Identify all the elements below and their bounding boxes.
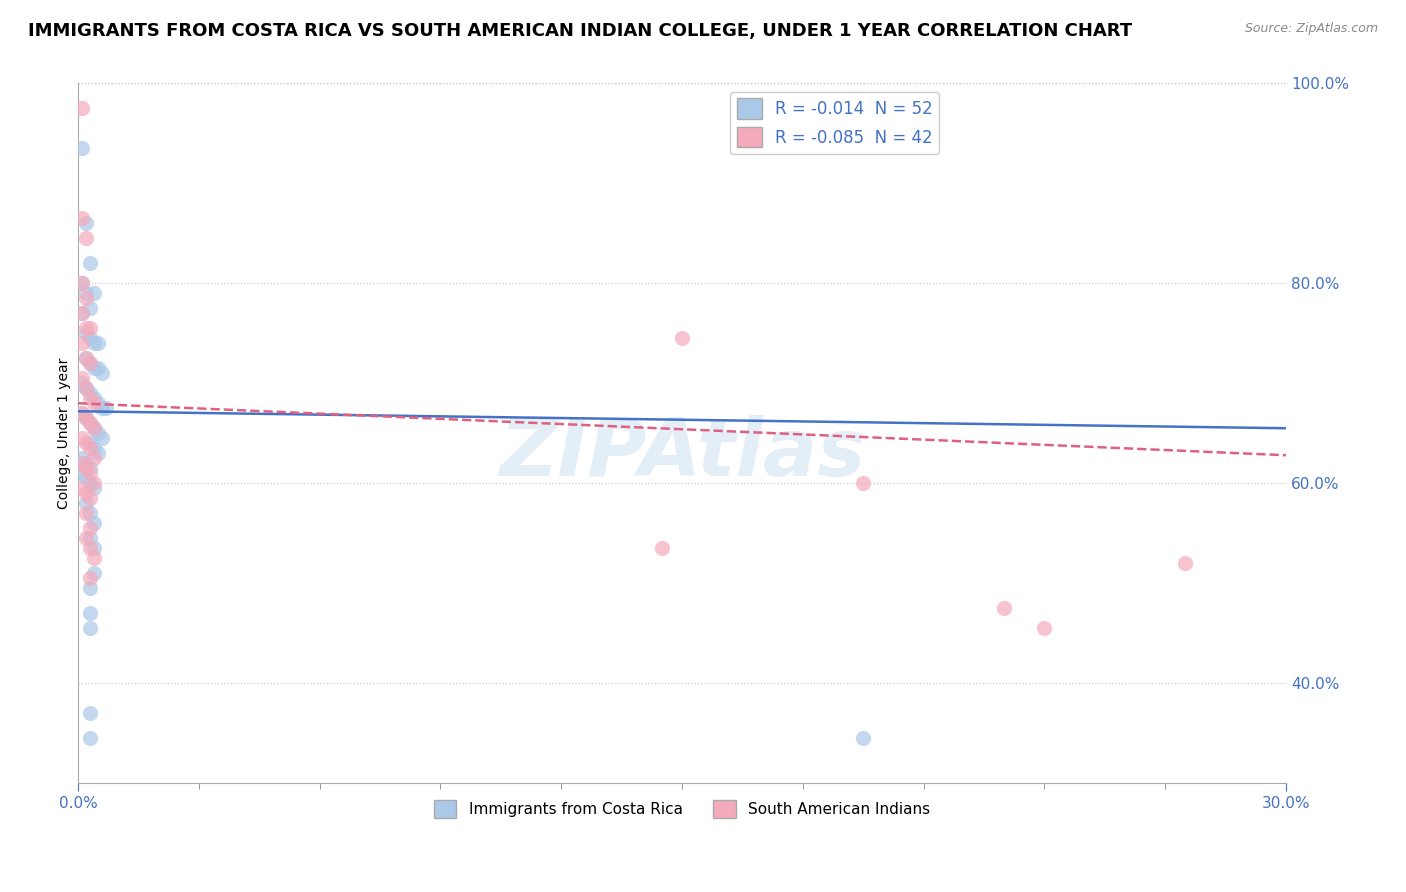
- Text: Source: ZipAtlas.com: Source: ZipAtlas.com: [1244, 22, 1378, 36]
- Point: [75, 461, 97, 475]
- Point: [75, 436, 97, 450]
- Point: [79, 706, 101, 720]
- Legend: Immigrants from Costa Rica, South American Indians: Immigrants from Costa Rica, South Americ…: [427, 794, 936, 824]
- Point: [79, 461, 101, 475]
- Point: [75, 531, 97, 545]
- Point: [75, 411, 97, 425]
- Point: [79, 606, 101, 620]
- Point: [79, 541, 101, 556]
- Point: [87, 426, 110, 441]
- Point: [79, 356, 101, 370]
- Point: [79, 521, 101, 535]
- Point: [75, 381, 97, 395]
- Y-axis label: College, Under 1 year: College, Under 1 year: [58, 358, 72, 509]
- Point: [75, 351, 97, 366]
- Point: [75, 381, 97, 395]
- Point: [75, 471, 97, 485]
- Point: [79, 331, 101, 345]
- Point: [79, 506, 101, 520]
- Point: [75, 286, 97, 301]
- Point: [75, 321, 97, 335]
- Point: [75, 326, 97, 341]
- Point: [83, 442, 105, 456]
- Point: [91, 431, 114, 445]
- Point: [70, 306, 93, 320]
- Point: [70, 102, 93, 116]
- Point: [83, 396, 105, 410]
- Point: [79, 391, 101, 405]
- Point: [70, 467, 93, 481]
- Point: [79, 531, 101, 545]
- Point: [993, 601, 1015, 615]
- Point: [70, 371, 93, 385]
- Point: [70, 336, 93, 351]
- Point: [70, 406, 93, 420]
- Point: [79, 476, 101, 491]
- Point: [79, 321, 101, 335]
- Point: [79, 256, 101, 270]
- Point: [83, 421, 105, 435]
- Point: [91, 366, 114, 380]
- Point: [79, 731, 101, 745]
- Point: [75, 496, 97, 510]
- Point: [83, 421, 105, 435]
- Point: [75, 456, 97, 470]
- Point: [79, 386, 101, 401]
- Point: [70, 277, 93, 291]
- Point: [70, 277, 93, 291]
- Point: [79, 416, 101, 430]
- Point: [87, 446, 110, 460]
- Point: [79, 416, 101, 430]
- Point: [1033, 621, 1056, 635]
- Point: [70, 306, 93, 320]
- Point: [1174, 556, 1197, 570]
- Point: [70, 481, 93, 495]
- Point: [75, 216, 97, 230]
- Point: [83, 286, 105, 301]
- Point: [83, 481, 105, 495]
- Point: [70, 456, 93, 470]
- Point: [83, 566, 105, 581]
- Point: [83, 336, 105, 351]
- Point: [79, 581, 101, 595]
- Point: [75, 291, 97, 305]
- Point: [83, 391, 105, 405]
- Point: [651, 541, 673, 556]
- Point: [75, 486, 97, 500]
- Text: ZIPAtlas: ZIPAtlas: [499, 416, 865, 493]
- Point: [79, 442, 101, 456]
- Point: [70, 211, 93, 226]
- Point: [79, 491, 101, 506]
- Point: [79, 356, 101, 370]
- Point: [87, 361, 110, 376]
- Point: [79, 301, 101, 316]
- Point: [70, 376, 93, 391]
- Point: [79, 571, 101, 585]
- Point: [75, 231, 97, 245]
- Point: [79, 467, 101, 481]
- Point: [75, 411, 97, 425]
- Point: [70, 431, 93, 445]
- Point: [79, 436, 101, 450]
- Point: [83, 451, 105, 466]
- Point: [79, 621, 101, 635]
- Point: [87, 336, 110, 351]
- Point: [83, 476, 105, 491]
- Point: [87, 396, 110, 410]
- Point: [83, 551, 105, 566]
- Point: [96, 401, 118, 416]
- Point: [852, 731, 875, 745]
- Point: [75, 351, 97, 366]
- Point: [70, 406, 93, 420]
- Point: [83, 516, 105, 531]
- Point: [75, 506, 97, 520]
- Point: [91, 401, 114, 416]
- Point: [83, 361, 105, 376]
- Point: [70, 451, 93, 466]
- Point: [83, 541, 105, 556]
- Point: [671, 331, 693, 345]
- Point: [70, 141, 93, 155]
- Text: IMMIGRANTS FROM COSTA RICA VS SOUTH AMERICAN INDIAN COLLEGE, UNDER 1 YEAR CORREL: IMMIGRANTS FROM COSTA RICA VS SOUTH AMER…: [28, 22, 1132, 40]
- Point: [852, 476, 875, 491]
